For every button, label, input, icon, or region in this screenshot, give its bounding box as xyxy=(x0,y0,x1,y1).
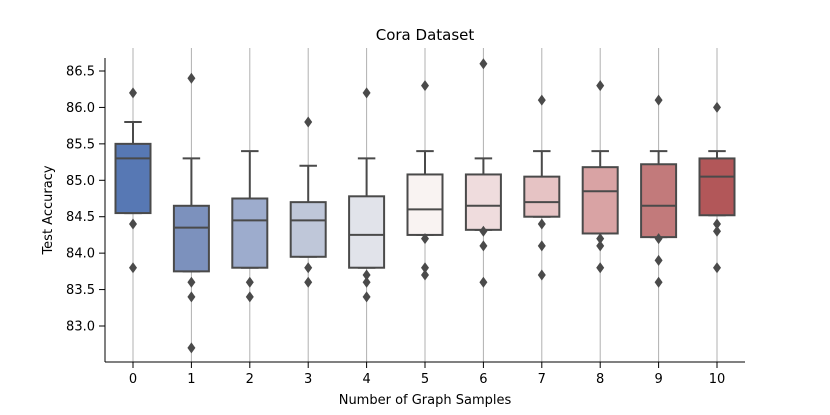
outlier-point xyxy=(421,233,429,245)
outlier-point xyxy=(304,116,313,128)
outlier-point xyxy=(537,94,546,106)
box-series xyxy=(114,58,736,354)
y-tick-label: 83.5 xyxy=(66,283,95,298)
outlier-point xyxy=(479,225,488,237)
outlier-point xyxy=(421,269,429,281)
x-tick-label: 7 xyxy=(538,372,546,387)
outlier-point xyxy=(129,218,137,230)
outlier-point xyxy=(713,101,721,113)
outlier-point xyxy=(245,291,254,303)
x-tick-label: 8 xyxy=(596,372,604,387)
y-tick-label: 86.0 xyxy=(66,101,95,116)
outlier-point xyxy=(596,262,605,274)
outlier-point xyxy=(654,254,663,266)
x-tick-label: 5 xyxy=(421,372,429,387)
box-group xyxy=(581,80,619,274)
x-tick-label: 1 xyxy=(187,372,195,387)
outlier-point xyxy=(479,276,488,288)
outlier-point xyxy=(537,269,546,281)
box-body xyxy=(172,204,210,273)
y-tick-label: 84.5 xyxy=(66,210,95,225)
outlier-point xyxy=(713,218,721,230)
box-group xyxy=(640,94,678,288)
outlier-point xyxy=(187,342,196,354)
outlier-point xyxy=(596,240,605,252)
box-group xyxy=(114,87,152,274)
box-group xyxy=(172,72,210,354)
box-group xyxy=(348,87,386,303)
outlier-point xyxy=(362,291,371,303)
y-tick-label: 86.5 xyxy=(66,65,95,80)
box-body xyxy=(640,163,678,239)
box-body xyxy=(114,142,152,215)
box-group xyxy=(698,101,736,274)
y-tick-label: 85.5 xyxy=(66,137,95,152)
outlier-point xyxy=(713,262,721,274)
x-tick-label: 6 xyxy=(479,372,487,387)
outlier-point xyxy=(654,94,663,106)
x-tick-label: 10 xyxy=(709,372,726,387)
box-body xyxy=(348,195,386,269)
box-group xyxy=(523,94,561,281)
outlier-point xyxy=(713,225,721,237)
outlier-point xyxy=(596,80,605,92)
outlier-point xyxy=(421,262,429,274)
y-axis-title: Test Accuracy xyxy=(41,165,56,255)
outlier-point xyxy=(187,72,196,84)
outlier-point xyxy=(479,58,488,70)
x-tick-label: 3 xyxy=(304,372,312,387)
box-group xyxy=(464,58,502,288)
box-group xyxy=(289,116,327,288)
x-axis-title: Number of Graph Samples xyxy=(339,393,512,408)
outlier-point xyxy=(537,218,546,230)
outlier-point xyxy=(654,233,663,245)
box-body xyxy=(231,197,269,269)
outlier-point xyxy=(654,276,663,288)
box-group xyxy=(406,80,444,281)
y-tick-label: 83.0 xyxy=(66,320,95,335)
box-body xyxy=(523,175,561,218)
outlier-point xyxy=(129,262,137,274)
box-body xyxy=(581,166,619,235)
x-tick-label: 2 xyxy=(246,372,254,387)
box-body xyxy=(698,157,736,217)
outlier-point xyxy=(362,276,371,288)
x-tick-label: 9 xyxy=(654,372,662,387)
outlier-point xyxy=(304,276,313,288)
outlier-point xyxy=(537,240,546,252)
outlier-point xyxy=(187,291,196,303)
outlier-point xyxy=(129,87,137,99)
box-body xyxy=(464,173,502,231)
y-tick-label: 84.0 xyxy=(66,247,95,262)
outlier-point xyxy=(421,80,429,92)
y-ticks: 83.0 83.5 84.0 84.5 85.0 85.5 86.0 86.5 xyxy=(66,65,105,335)
box-body xyxy=(289,201,327,258)
outlier-point xyxy=(245,276,254,288)
outlier-point xyxy=(596,233,605,245)
outlier-point xyxy=(362,87,371,99)
outlier-point xyxy=(304,262,313,274)
outlier-point xyxy=(479,240,488,252)
chart-title: Cora Dataset xyxy=(376,26,475,44)
y-tick-label: 85.0 xyxy=(66,174,95,189)
x-ticks: 0 1 2 3 4 5 6 7 8 9 10 xyxy=(129,362,725,387)
outlier-point xyxy=(187,276,196,288)
x-tick-label: 0 xyxy=(129,372,137,387)
box-group xyxy=(231,150,269,303)
outlier-point xyxy=(362,269,371,281)
box-body xyxy=(406,173,444,236)
x-tick-label: 4 xyxy=(362,372,370,387)
